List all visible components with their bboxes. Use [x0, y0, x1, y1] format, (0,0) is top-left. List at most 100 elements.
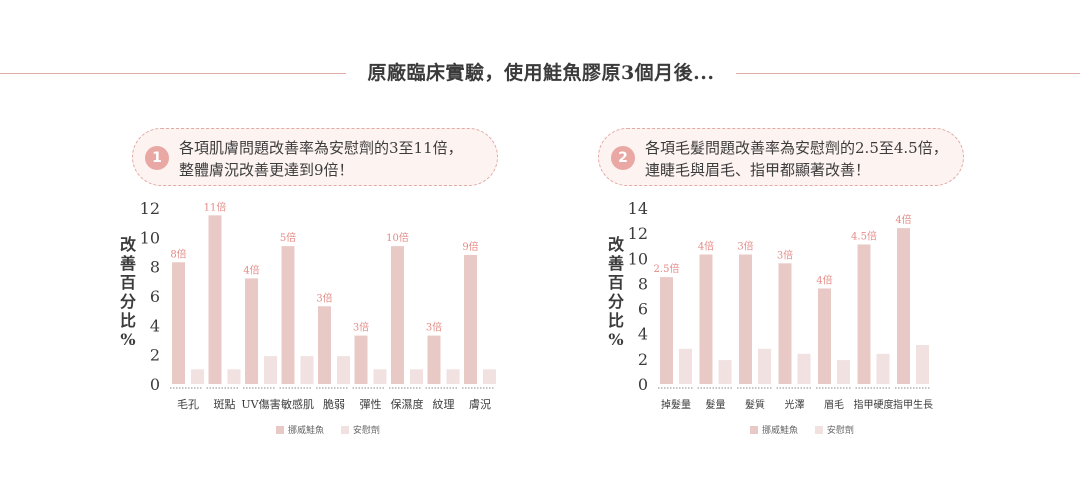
y-axis-label-char: % [120, 330, 135, 349]
bar-placebo [410, 369, 423, 384]
legend: 挪威鮭魚 安慰劑 [750, 423, 868, 436]
bar-placebo [300, 356, 314, 384]
bar-salmon [427, 335, 441, 384]
category-label: 指甲硬度 [854, 398, 894, 411]
title-divider-right [736, 73, 1080, 74]
y-tick-label: 10 [628, 249, 648, 268]
y-axis-label-char: 善 [608, 254, 624, 273]
bar-placebo [758, 348, 771, 384]
bar-salmon [245, 278, 258, 384]
data-label: 3倍 [353, 321, 369, 334]
callout-line-1: 各項肌膚問題改善率為安慰劑的3至11倍， [179, 139, 463, 157]
data-label: 9倍 [462, 240, 478, 253]
y-axis-label-char: 比 [608, 311, 624, 330]
legend-label: 安慰劑 [826, 426, 854, 436]
bar-salmon [778, 263, 792, 384]
callout-text: 各項肌膚問題改善率為安慰劑的3至11倍， 整體膚況改善更達到9倍！ [179, 137, 463, 181]
category-label: UV傷害 [241, 397, 280, 411]
bar-placebo [876, 353, 890, 384]
legend-swatch-primary [276, 426, 284, 434]
hair-panel: 2 各項毛髮問題改善率為安慰劑的2.5至4.5倍， 連睫毛與眉毛、指甲都顯著改善… [598, 128, 1078, 448]
category-label: 髮質 [745, 398, 765, 411]
data-label: 10倍 [386, 231, 409, 244]
data-label: 4倍 [698, 240, 714, 253]
legend-item-placebo: 安慰劑 [340, 423, 380, 436]
category-label: 髮量 [706, 399, 726, 411]
y-axis-label-char: 分 [608, 292, 624, 311]
y-tick-label: 0 [150, 375, 160, 394]
bar-salmon [172, 262, 185, 384]
bar-salmon [318, 306, 331, 384]
category-label: 眉毛 [824, 399, 844, 411]
number-badge: 1 [145, 146, 169, 170]
y-axis-label-char: 百 [120, 273, 136, 292]
y-axis-label-char: 改 [120, 235, 137, 254]
legend-label: 挪威鮭魚 [288, 426, 325, 436]
data-label: 3倍 [426, 321, 442, 334]
bar-placebo [373, 369, 387, 384]
y-tick-label: 4 [638, 325, 648, 344]
y-tick-label: 4 [150, 316, 160, 335]
y-tick-label: 14 [628, 199, 648, 218]
bar-placebo [916, 345, 929, 384]
category-label: 掉髮量 [661, 398, 691, 411]
data-label: 3倍 [316, 291, 332, 304]
page-title: 原廠臨床實驗，使用鮭魚膠原3個月後... [367, 62, 715, 84]
category-label: 毛孔 [177, 398, 199, 411]
bar-salmon [739, 254, 752, 384]
bar-salmon [699, 254, 713, 384]
callout-line-2: 連睫毛與眉毛、指甲都顯著改善！ [645, 161, 871, 179]
legend-label: 挪威鮭魚 [762, 426, 799, 436]
y-tick-label: 6 [638, 300, 648, 319]
data-label: 2.5倍 [654, 262, 680, 275]
data-label: 11倍 [204, 200, 227, 213]
bar-placebo [264, 356, 277, 384]
legend-item-primary: 挪威鮭魚 [750, 423, 798, 436]
bar-placebo [337, 356, 350, 384]
callout-text: 各項毛髮問題改善率為安慰劑的2.5至4.5倍， 連睫毛與眉毛、指甲都顯著改善！ [645, 137, 948, 181]
y-tick-label: 12 [628, 224, 648, 243]
skin-callout: 1 各項肌膚問題改善率為安慰劑的3至11倍， 整體膚況改善更達到9倍！ [132, 128, 498, 186]
y-axis-label-char: 改 [608, 235, 625, 254]
bar-placebo [446, 369, 460, 384]
legend-item-placebo: 安慰劑 [814, 423, 854, 436]
bar-placebo [797, 353, 811, 384]
legend-swatch-placebo [814, 426, 823, 434]
y-axis-label-char: 分 [120, 292, 136, 311]
data-label: 3倍 [737, 240, 753, 253]
y-tick-label: 8 [638, 274, 648, 293]
data-label: 4倍 [895, 213, 911, 226]
data-label: 5倍 [280, 231, 296, 244]
data-label: 4倍 [243, 263, 259, 276]
legend: 挪威鮭魚 安慰劑 [276, 423, 394, 436]
legend-swatch-placebo [340, 426, 349, 434]
y-axis-label-char: 百 [608, 273, 624, 292]
y-tick-label: 8 [150, 258, 160, 277]
legend-swatch-primary [750, 426, 758, 434]
bar-salmon [818, 288, 831, 384]
category-label: 保濕度 [391, 397, 424, 411]
category-label: 光澤 [785, 398, 805, 411]
category-label: 膚況 [469, 397, 491, 411]
bar-placebo [679, 348, 692, 384]
bar-salmon [208, 215, 222, 384]
bar-placebo [227, 369, 241, 384]
y-tick-label: 0 [638, 375, 648, 394]
y-axis-label-char: 比 [120, 311, 136, 330]
category-label: 彈性 [360, 397, 382, 411]
bar-salmon [660, 277, 673, 384]
bar-salmon [281, 246, 295, 384]
y-axis-label-char: % [608, 330, 623, 349]
title-row: 原廠臨床實驗，使用鮭魚膠原3個月後... [0, 56, 1080, 92]
legend-item-primary: 挪威鮭魚 [276, 423, 324, 436]
data-label: 8倍 [170, 247, 186, 260]
callout-line-1: 各項毛髮問題改善率為安慰劑的2.5至4.5倍， [645, 139, 948, 157]
bar-salmon [897, 228, 910, 384]
data-label: 4.5倍 [851, 229, 877, 242]
title-divider-left [0, 73, 346, 74]
category-label: 紋理 [433, 397, 455, 411]
legend-label: 安慰劑 [352, 426, 380, 436]
category-label: 指甲生長 [893, 398, 933, 411]
